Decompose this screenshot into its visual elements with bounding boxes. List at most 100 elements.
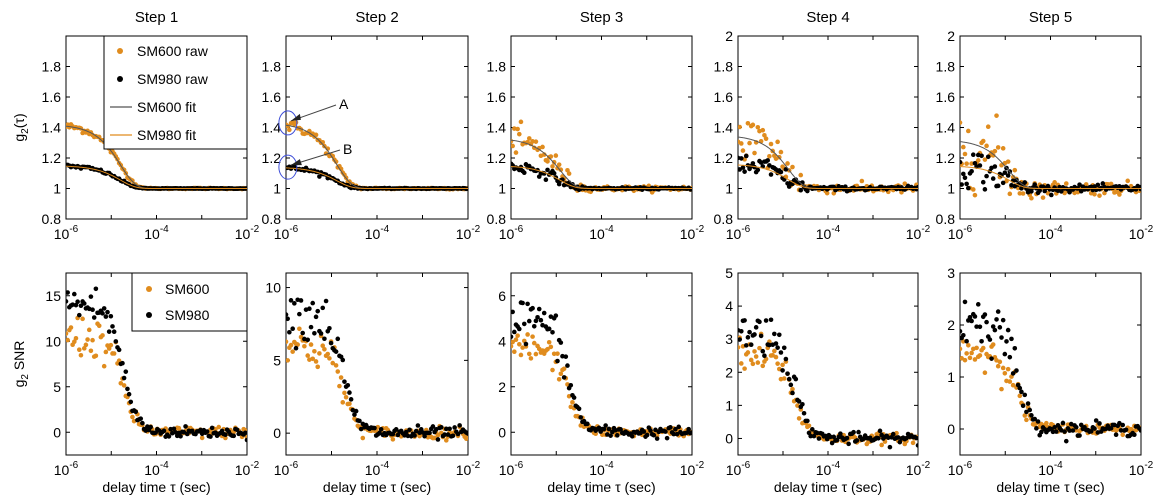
sm980-snr-point: [796, 399, 802, 404]
sm600-snr-point: [739, 361, 744, 366]
sm980-snr-point: [676, 424, 682, 430]
sm980-snr-point: [427, 430, 432, 436]
sm600-raw-point: [975, 158, 981, 163]
sm980-snr-point: [108, 313, 114, 319]
sm980-snr-point: [178, 433, 183, 439]
sm980-snr-point: [618, 427, 623, 432]
sm980-snr-point: [776, 332, 782, 338]
sm600-raw-point: [992, 148, 998, 154]
sm980-snr-point: [111, 329, 117, 335]
sm980-snr-point: [288, 298, 294, 303]
sm980-raw-point: [1077, 182, 1082, 187]
sm980-raw-point: [1022, 180, 1028, 185]
sm980-snr-point: [209, 425, 215, 431]
sm600-snr-point: [772, 348, 777, 354]
sm600-snr-point: [969, 350, 974, 356]
sm600-snr-point: [308, 342, 314, 347]
sm600-snr-point: [325, 351, 331, 357]
sm980-fit-line: [66, 165, 247, 189]
sm600-raw-point: [545, 159, 550, 164]
sm980-snr-point: [525, 301, 530, 307]
sm980-raw-point: [1138, 186, 1141, 192]
sm980-snr-point: [1062, 429, 1067, 434]
plot-area: [66, 286, 247, 443]
sm980-raw-point: [543, 177, 549, 183]
sm600-raw-point: [541, 152, 547, 157]
sm980-snr-point: [829, 440, 835, 446]
sm600-raw-point: [762, 132, 767, 138]
y-tick-label: 1.6: [42, 89, 62, 105]
sm600-raw-point: [287, 127, 292, 133]
legend-box: [103, 35, 248, 150]
y-tick-label: 0.8: [487, 211, 507, 227]
sm600-snr-point: [86, 327, 92, 333]
sm980-snr-point: [342, 379, 347, 384]
sm600-snr-point: [513, 337, 519, 342]
sm980-snr-point: [447, 426, 452, 432]
sm980-snr-point: [783, 356, 789, 362]
y-tick-label: 3: [947, 265, 955, 281]
sm980-snr-point: [535, 315, 540, 320]
sm980-snr-point: [811, 433, 817, 439]
sm600-snr-point: [960, 346, 963, 352]
sm980-snr-point: [333, 349, 339, 354]
x-tick-label: 10-6: [726, 224, 751, 242]
sm600-snr-point: [330, 360, 336, 366]
sm980-raw-point: [742, 169, 747, 174]
sm600-snr-point: [545, 346, 550, 352]
sm600-snr-point: [570, 400, 575, 405]
sm980-snr-point: [788, 382, 794, 388]
sm980-raw-point: [1037, 188, 1043, 193]
sm980-raw-point: [521, 170, 527, 175]
x-tick-label: 10-6: [948, 460, 973, 478]
sm600-raw-point: [970, 187, 976, 192]
sm600-raw-point: [995, 145, 1001, 150]
sm600-raw-point: [798, 172, 804, 178]
sm980-snr-point: [816, 436, 822, 441]
sm980-snr-point: [648, 428, 653, 433]
sm600-snr-point: [1000, 365, 1006, 371]
sm980-snr-point: [305, 337, 311, 343]
sm600-raw-point: [1097, 193, 1102, 198]
sm600-snr-point: [305, 353, 311, 358]
sm600-snr-point: [66, 337, 70, 343]
sm980-snr-point: [739, 329, 744, 334]
sm980-snr-point: [1092, 426, 1097, 431]
sm980-raw-point: [960, 159, 963, 165]
sm980-snr-point: [561, 375, 567, 380]
sm980-snr-point: [763, 318, 769, 323]
sm980-snr-point: [550, 330, 555, 335]
sm600-snr-point: [108, 342, 114, 348]
sm980-raw-point: [765, 158, 771, 163]
x-axis-label: delay time τ (sec): [102, 479, 210, 495]
sm980-snr-point: [800, 401, 805, 407]
y-tick-label: 3: [725, 331, 733, 347]
sm980-snr-point: [166, 434, 172, 439]
sm980-snr-point: [442, 432, 447, 437]
sm980-snr-point: [805, 418, 810, 424]
sm980-raw-point: [1067, 189, 1072, 195]
y-tick-label: 1.8: [42, 59, 62, 75]
sm980-snr-point: [974, 324, 979, 329]
sm980-snr-point: [1000, 317, 1006, 323]
sm980-raw-point: [979, 153, 984, 159]
panel-7: 0 5 10 10-6 10-4 10-2 delay time τ (sec): [265, 272, 481, 495]
y-tick-label: 1: [947, 181, 955, 197]
sm980-snr-point: [66, 290, 70, 295]
sm980-snr-point: [772, 331, 777, 337]
sm980-snr-point: [420, 430, 426, 435]
sm600-raw-point: [768, 141, 774, 147]
sm980-snr-point: [748, 342, 754, 348]
sm600-raw-point: [763, 136, 769, 141]
sm980-snr-point: [885, 435, 891, 440]
x-tick-label: 10-2: [456, 460, 481, 478]
sm980-snr-point: [1014, 368, 1019, 373]
plot-area: [511, 119, 692, 195]
sm600-raw-point: [1020, 191, 1026, 196]
sm980-snr-point: [975, 302, 981, 307]
sm980-snr-point: [300, 330, 305, 336]
y-tick-label: 2: [947, 317, 955, 333]
sm600-snr-point: [327, 356, 332, 361]
y-tick-label: 1: [725, 181, 733, 197]
sm600-snr-point: [974, 345, 979, 351]
